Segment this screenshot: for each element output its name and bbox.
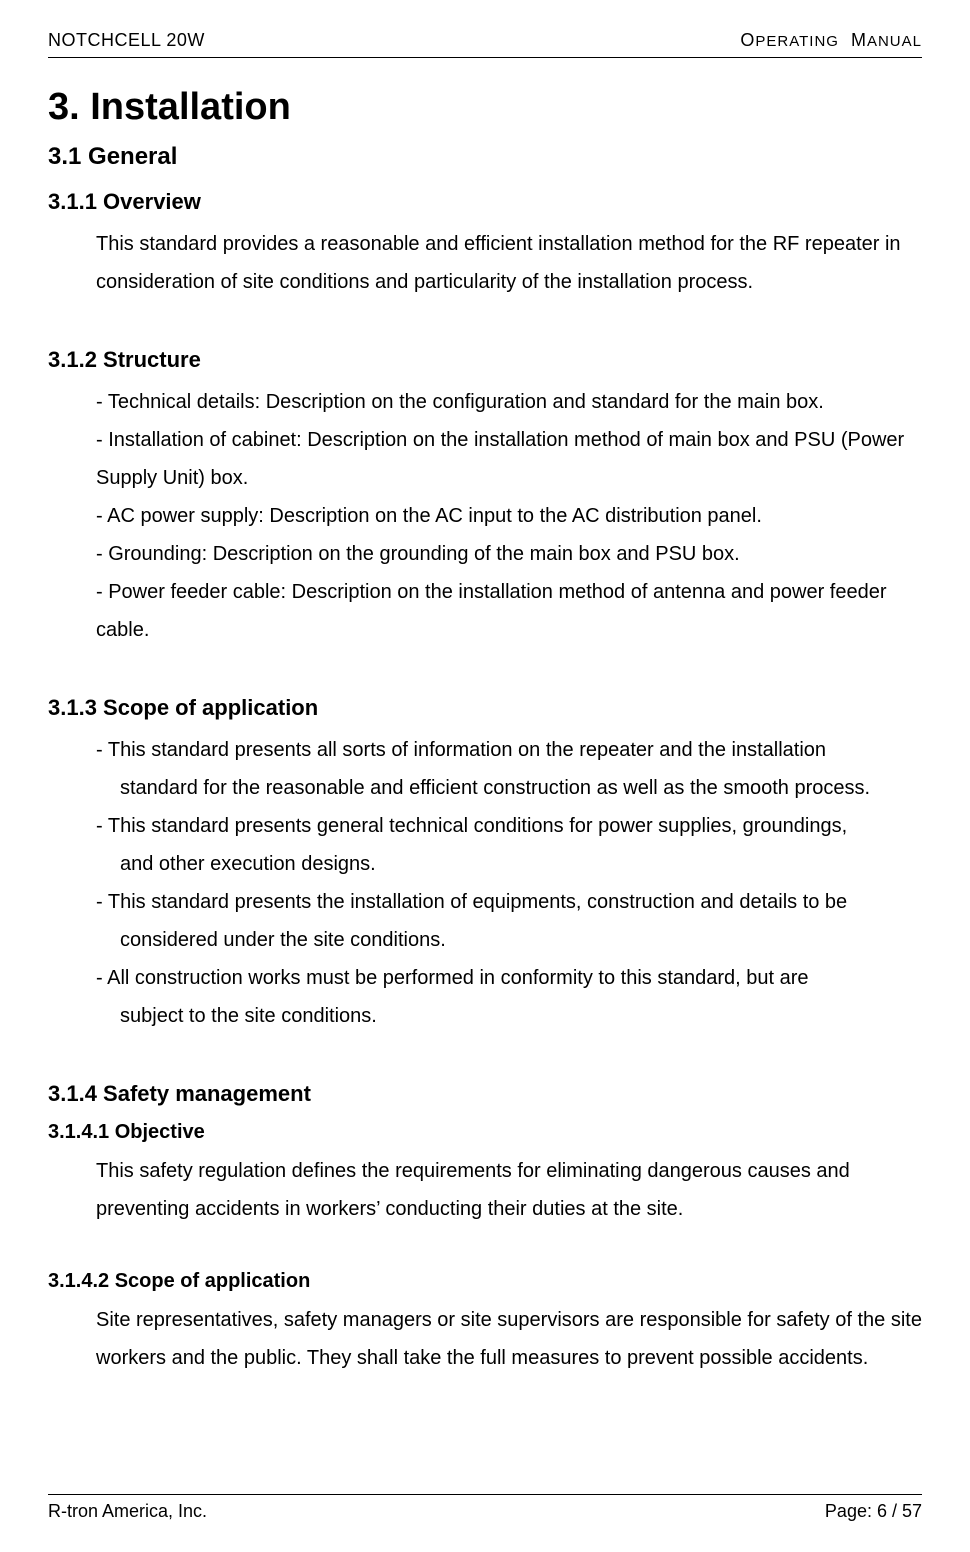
section-3-1-3-title: 3.1.3 Scope of application xyxy=(48,695,922,721)
list-item: - Power feeder cable: Description on the… xyxy=(96,573,922,649)
header-left: NOTCHCELL 20W xyxy=(48,30,205,51)
line: - This standard presents the installatio… xyxy=(96,891,847,913)
para: This standard provides a reasonable and … xyxy=(96,225,922,301)
list-item: - This standard presents general technic… xyxy=(96,807,922,883)
section-3-1-4-1-title: 3.1.4.1 Objective xyxy=(48,1121,922,1144)
footer-left: R-tron America, Inc. xyxy=(48,1501,207,1522)
section-3-1-1-title: 3.1.1 Overview xyxy=(48,189,922,215)
line-cont: and other execution designs. xyxy=(96,845,922,883)
list-item: - Installation of cabinet: Description o… xyxy=(96,421,922,497)
section-3-1-4-1-body: This safety regulation defines the requi… xyxy=(48,1152,922,1228)
list-item: - Technical details: Description on the … xyxy=(96,383,922,421)
section-3-1-2-title: 3.1.2 Structure xyxy=(48,347,922,373)
section-3-1-1-body: This standard provides a reasonable and … xyxy=(48,225,922,301)
header-right: OPERATING MANUAL xyxy=(740,30,922,51)
section-3-1-4-2-title: 3.1.4.2 Scope of application xyxy=(48,1270,922,1293)
section-3-1-2-body: - Technical details: Description on the … xyxy=(48,383,922,649)
line: - This standard presents all sorts of in… xyxy=(96,739,826,761)
header-right-m: M xyxy=(851,30,867,50)
section-3-1-3-body: - This standard presents all sorts of in… xyxy=(48,731,922,1035)
section-3-1-4-title: 3.1.4 Safety management xyxy=(48,1081,922,1107)
list-item: - All construction works must be perform… xyxy=(96,959,922,1035)
spacer xyxy=(48,301,922,329)
list-item: - This standard presents the installatio… xyxy=(96,883,922,959)
header-right-o: O xyxy=(740,30,755,50)
spacer xyxy=(48,1035,922,1063)
list-item: - Grounding: Description on the groundin… xyxy=(96,535,922,573)
para: Site representatives, safety managers or… xyxy=(96,1301,922,1377)
list-item: - AC power supply: Description on the AC… xyxy=(96,497,922,535)
chapter-title: 3. Installation xyxy=(48,86,922,129)
page-footer: R-tron America, Inc. Page: 6 / 57 xyxy=(48,1494,922,1522)
line-cont: subject to the site conditions. xyxy=(96,997,922,1035)
header-right-perating: PERATING xyxy=(755,33,839,50)
line: - This standard presents general technic… xyxy=(96,815,847,837)
line-cont: standard for the reasonable and efficien… xyxy=(96,769,922,807)
section-3-1-4-2-body: Site representatives, safety managers or… xyxy=(48,1301,922,1377)
section-3-1-title: 3.1 General xyxy=(48,143,922,171)
header-right-anual: ANUAL xyxy=(867,33,922,50)
line: - All construction works must be perform… xyxy=(96,967,809,989)
list-item: - This standard presents all sorts of in… xyxy=(96,731,922,807)
para: This safety regulation defines the requi… xyxy=(96,1152,922,1228)
spacer xyxy=(48,1228,922,1256)
line-cont: considered under the site conditions. xyxy=(96,921,922,959)
page-header: NOTCHCELL 20W OPERATING MANUAL xyxy=(48,30,922,58)
footer-right: Page: 6 / 57 xyxy=(825,1501,922,1522)
spacer xyxy=(48,649,922,677)
